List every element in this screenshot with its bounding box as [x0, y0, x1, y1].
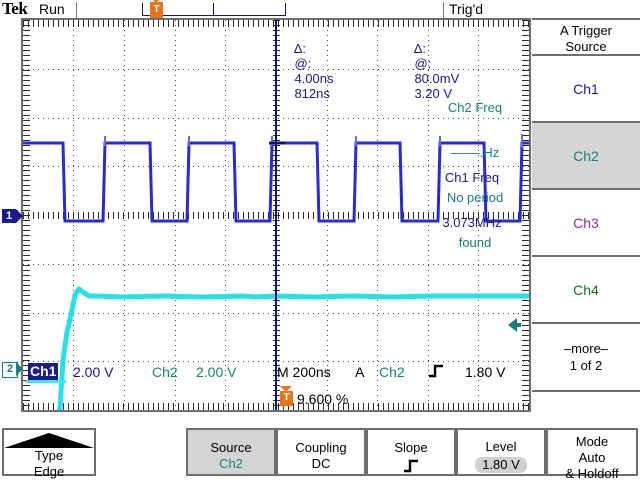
- cursor-at-time-value: 812ns: [294, 86, 330, 101]
- graticule[interactable]: [21, 20, 531, 410]
- measurement-ch1-freq-value: 3.073MHz: [442, 215, 502, 230]
- bottom-menu-coupling-value: DC: [311, 456, 331, 471]
- horizontal-position-marker[interactable]: T: [280, 391, 293, 406]
- ch1-ground-marker-label: 1: [2, 209, 16, 223]
- graticule-bottom-edge: [21, 410, 531, 412]
- side-menu-item-ch1[interactable]: Ch1: [532, 54, 640, 121]
- ch1-selected-underline: [26, 380, 66, 383]
- record-trigger-position-marker[interactable]: T: [150, 2, 163, 18]
- rising-edge-glyph: [429, 364, 443, 378]
- bottom-menu-mode-extra: & Holdoff: [565, 466, 619, 481]
- trigger-level-marker-tail: [517, 323, 521, 327]
- cursor-at-voltage: @: 3.20 V: [400, 41, 452, 116]
- bottom-menu-mode-label: Mode: [575, 434, 609, 449]
- side-menu-title: A Trigger Source: [532, 18, 640, 54]
- bottom-menu-type-label: Type: [34, 448, 64, 463]
- side-menu-more-label: –more–: [563, 341, 609, 356]
- bottom-menu-level-label: Level: [485, 439, 517, 454]
- side-menu-item-ch2-label: Ch2: [573, 147, 599, 164]
- side-menu-more-button[interactable]: –more– 1 of 2: [532, 322, 640, 392]
- edge-type-triangle-icon: [4, 433, 94, 448]
- ch2-label[interactable]: Ch2: [152, 364, 178, 380]
- trigger-state: Trig'd: [449, 1, 484, 17]
- side-menu-page-indicator: 1 of 2: [569, 358, 603, 373]
- cursor-at-voltage-value: 3.20 V: [414, 86, 453, 101]
- rising-edge-icon: [404, 459, 418, 473]
- ch2-scale[interactable]: 2.00 V: [196, 364, 237, 380]
- ch2-waveform: [56, 286, 529, 410]
- bottom-menu-slope-label: Slope: [394, 440, 428, 455]
- divider: [76, 2, 77, 18]
- cursor-delta-voltage-value: 80.0mV: [414, 71, 460, 86]
- horizontal-position-value: 9.600 %: [297, 391, 349, 407]
- bottom-menu-coupling-label: Coupling: [295, 440, 347, 455]
- ch2-ground-marker[interactable]: 2: [2, 362, 23, 378]
- top-status-bar: Tek Run Trig'd T: [0, 0, 640, 18]
- cursor-delta-time-value: 4.00ns: [294, 71, 334, 86]
- tek-logo: Tek: [2, 0, 28, 18]
- timebase-setting[interactable]: M 200ns: [277, 364, 331, 380]
- measurement-ch2-freq-note2: found: [458, 235, 492, 250]
- cursor-delta-voltage: Δ: 80.0mV: [400, 26, 460, 101]
- bottom-menu-type-button[interactable]: Type Edge: [2, 428, 96, 479]
- measurement-ch2-freq-title: Ch2 Freq: [447, 100, 503, 115]
- cursor-at-time: @: 812ns: [280, 41, 330, 116]
- bottom-menu: Type Edge Source Ch2 Coupling DC Slope L…: [0, 428, 640, 481]
- waveform-canvas: [23, 20, 529, 410]
- side-menu-title-line1: A Trigger: [559, 23, 613, 38]
- trigger-slope-icon[interactable]: [428, 362, 444, 380]
- side-menu-item-ch3[interactable]: Ch3: [532, 188, 640, 255]
- cursor-delta-time: Δ: 4.00ns: [280, 26, 334, 101]
- record-view-bracket: [142, 3, 286, 16]
- bottom-menu-slope-button[interactable]: Slope: [366, 428, 456, 476]
- left-edge-ticks: [23, 20, 30, 410]
- cursor-at-voltage-label: @:: [414, 56, 432, 71]
- bottom-menu-level-button[interactable]: Level 1.80 V: [456, 428, 546, 476]
- bottom-menu-coupling-button[interactable]: Coupling DC: [276, 428, 366, 476]
- trigger-letter: A: [355, 364, 365, 380]
- acquisition-state: Run: [39, 1, 65, 17]
- bottom-menu-mode-button[interactable]: Mode Auto & Holdoff: [546, 428, 638, 481]
- measurement-ch1-freq: Ch1 Freq 3.073MHz: [412, 140, 532, 260]
- ch1-edge-overshoot: [104, 134, 523, 148]
- right-edge-ticks: [522, 20, 529, 410]
- measurement-ch2-freq: Ch2 Freq ––––.Hz No period found: [420, 70, 530, 280]
- ch2-ground-marker-arrow: [16, 362, 23, 376]
- bottom-menu-type-value: Edge: [33, 464, 65, 479]
- divider: [443, 2, 444, 18]
- trigger-level-setting[interactable]: 1.80 V: [465, 364, 506, 380]
- measurement-ch1-freq-title: Ch1 Freq: [444, 170, 500, 185]
- cursor-delta-voltage-label: Δ:: [413, 41, 427, 56]
- side-menu-item-ch4-label: Ch4: [573, 281, 599, 298]
- cursor-at-time-label: @:: [294, 56, 312, 71]
- side-menu-item-ch2[interactable]: Ch2: [532, 121, 640, 188]
- ch1-ground-marker[interactable]: 1: [2, 209, 23, 223]
- bottom-menu-level-value: 1.80 V: [475, 457, 527, 473]
- side-menu-item-ch1-label: Ch1: [573, 80, 599, 97]
- bottom-menu-source-label: Source: [210, 440, 252, 455]
- trigger-level-marker[interactable]: [508, 318, 517, 332]
- bottom-menu-source-button[interactable]: Source Ch2: [186, 428, 276, 476]
- bottom-menu-mode-value: Auto: [578, 450, 606, 465]
- measurement-ch2-freq-value: ––––.Hz: [450, 145, 500, 160]
- ch1-ground-marker-arrow: [16, 209, 23, 223]
- bottom-menu-source-value: Ch2: [219, 456, 243, 471]
- cursor-delta-time-label: Δ:: [293, 41, 307, 56]
- side-menu-item-ch3-label: Ch3: [573, 214, 599, 231]
- graticule-top-edge: [21, 18, 531, 20]
- side-menu-title-line2: Source: [565, 39, 607, 54]
- trigger-source-setting[interactable]: Ch2: [379, 364, 405, 380]
- ch1-label[interactable]: Ch1: [28, 363, 59, 380]
- ch1-waveform: [23, 141, 529, 223]
- trigger-t-badge: T: [150, 2, 163, 18]
- horizontal-position-t-badge: T: [280, 391, 293, 406]
- side-menu: A Trigger Source Ch1 Ch2 Ch3 Ch4 –more– …: [532, 18, 640, 392]
- measurement-ch2-freq-note1: No period: [446, 190, 504, 205]
- side-menu-item-ch4[interactable]: Ch4: [532, 255, 640, 322]
- ch1-scale[interactable]: 2.00 V: [73, 364, 114, 380]
